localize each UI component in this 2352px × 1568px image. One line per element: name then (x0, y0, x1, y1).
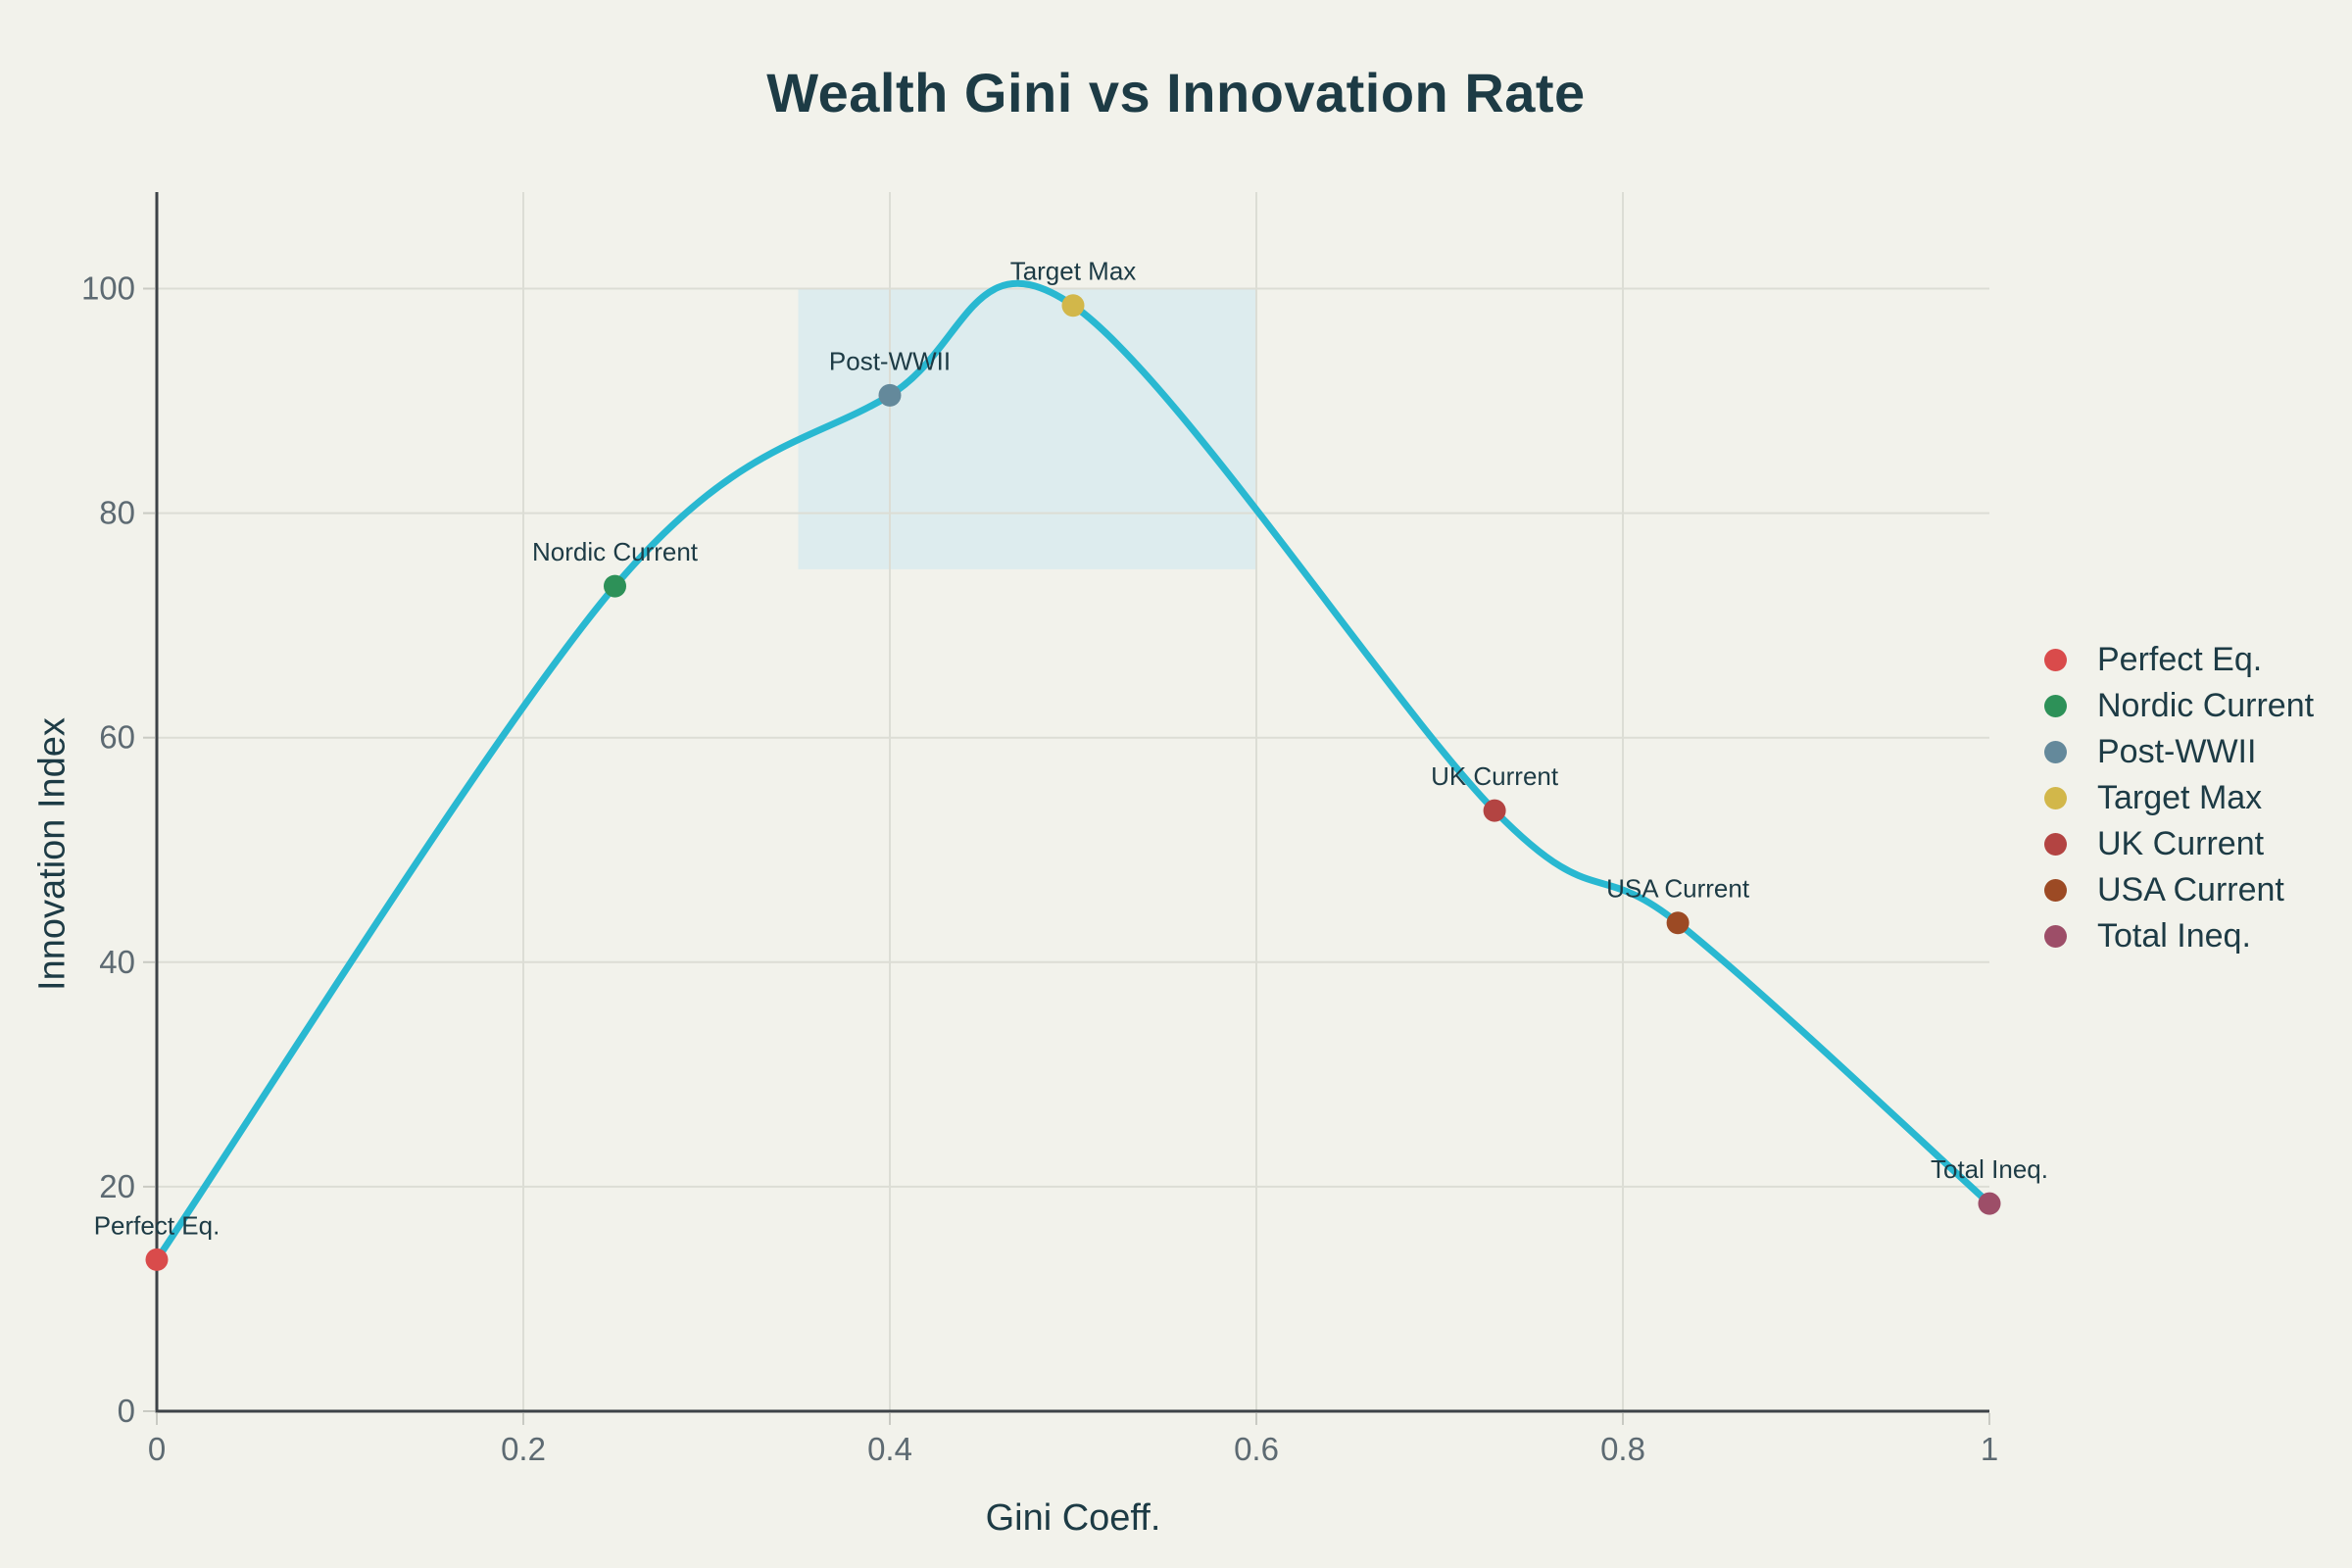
legend-label-target-max: Target Max (2097, 779, 2263, 816)
x-tick-label-0.8: 0.8 (1600, 1431, 1645, 1467)
data-point-uk-current[interactable] (1483, 799, 1506, 822)
point-label-nordic-current: Nordic Current (532, 537, 699, 566)
legend-dot-nordic-current (2044, 695, 2067, 717)
x-tick-label-0.2: 0.2 (501, 1431, 546, 1467)
data-point-nordic-current[interactable] (604, 574, 626, 598)
point-label-post-wwii: Post-WWII (829, 346, 951, 375)
data-point-usa-current[interactable] (1666, 911, 1690, 935)
data-point-post-wwii[interactable] (878, 383, 902, 407)
legend-dot-post-wwii (2044, 741, 2067, 763)
legend-dot-total-ineq (2044, 925, 2067, 948)
legend-label-post-wwii: Post-WWII (2097, 733, 2257, 770)
legend-dot-usa-current (2044, 879, 2067, 902)
legend: Perfect Eq. Nordic Current Post-WWII Target… (2044, 637, 2314, 959)
legend-item-perfect-eq[interactable]: Perfect Eq. (2044, 637, 2314, 683)
x-tick-label-0.4: 0.4 (867, 1431, 912, 1467)
point-label-perfect-eq: Perfect Eq. (94, 1210, 220, 1240)
legend-label-nordic-current: Nordic Current (2097, 687, 2315, 724)
data-point-target-max[interactable] (1061, 294, 1085, 318)
data-point-total-ineq[interactable] (1978, 1192, 2001, 1215)
legend-item-uk-current[interactable]: UK Current (2044, 821, 2314, 867)
y-tick-label-20: 20 (99, 1168, 135, 1204)
chart-title: Wealth Gini vs Innovation Rate (766, 62, 1586, 123)
y-tick-label-80: 80 (99, 495, 135, 531)
legend-dot-uk-current (2044, 833, 2067, 856)
point-label-usa-current: USA Current (1606, 874, 1750, 904)
x-tick-label-1: 1 (1981, 1431, 1998, 1467)
legend-item-nordic-current[interactable]: Nordic Current (2044, 683, 2314, 729)
legend-item-target-max[interactable]: Target Max (2044, 775, 2314, 821)
y-axis-title: Innovation Index (31, 717, 74, 991)
legend-label-uk-current: UK Current (2097, 825, 2265, 862)
point-label-total-ineq: Total Ineq. (1931, 1154, 2048, 1184)
point-label-target-max: Target Max (1010, 257, 1137, 286)
y-tick-label-40: 40 (99, 944, 135, 980)
y-tick-label-60: 60 (99, 719, 135, 756)
x-axis-title: Gini Coeff. (985, 1497, 1161, 1539)
legend-dot-target-max (2044, 787, 2067, 809)
legend-label-perfect-eq: Perfect Eq. (2097, 641, 2263, 678)
legend-label-total-ineq: Total Ineq. (2097, 917, 2251, 955)
y-tick-label-0: 0 (118, 1393, 135, 1429)
x-tick-label-0: 0 (148, 1431, 166, 1467)
y-tick-label-100: 100 (81, 270, 135, 307)
legend-label-usa-current: USA Current (2097, 871, 2284, 908)
legend-item-total-ineq[interactable]: Total Ineq. (2044, 913, 2314, 959)
highlight-region (798, 288, 1256, 569)
legend-dot-perfect-eq (2044, 649, 2067, 671)
legend-item-usa-current[interactable]: USA Current (2044, 867, 2314, 913)
x-tick-label-0.6: 0.6 (1234, 1431, 1279, 1467)
data-point-perfect-eq[interactable] (145, 1248, 169, 1271)
point-label-uk-current: UK Current (1431, 761, 1559, 791)
legend-item-post-wwii[interactable]: Post-WWII (2044, 729, 2314, 775)
